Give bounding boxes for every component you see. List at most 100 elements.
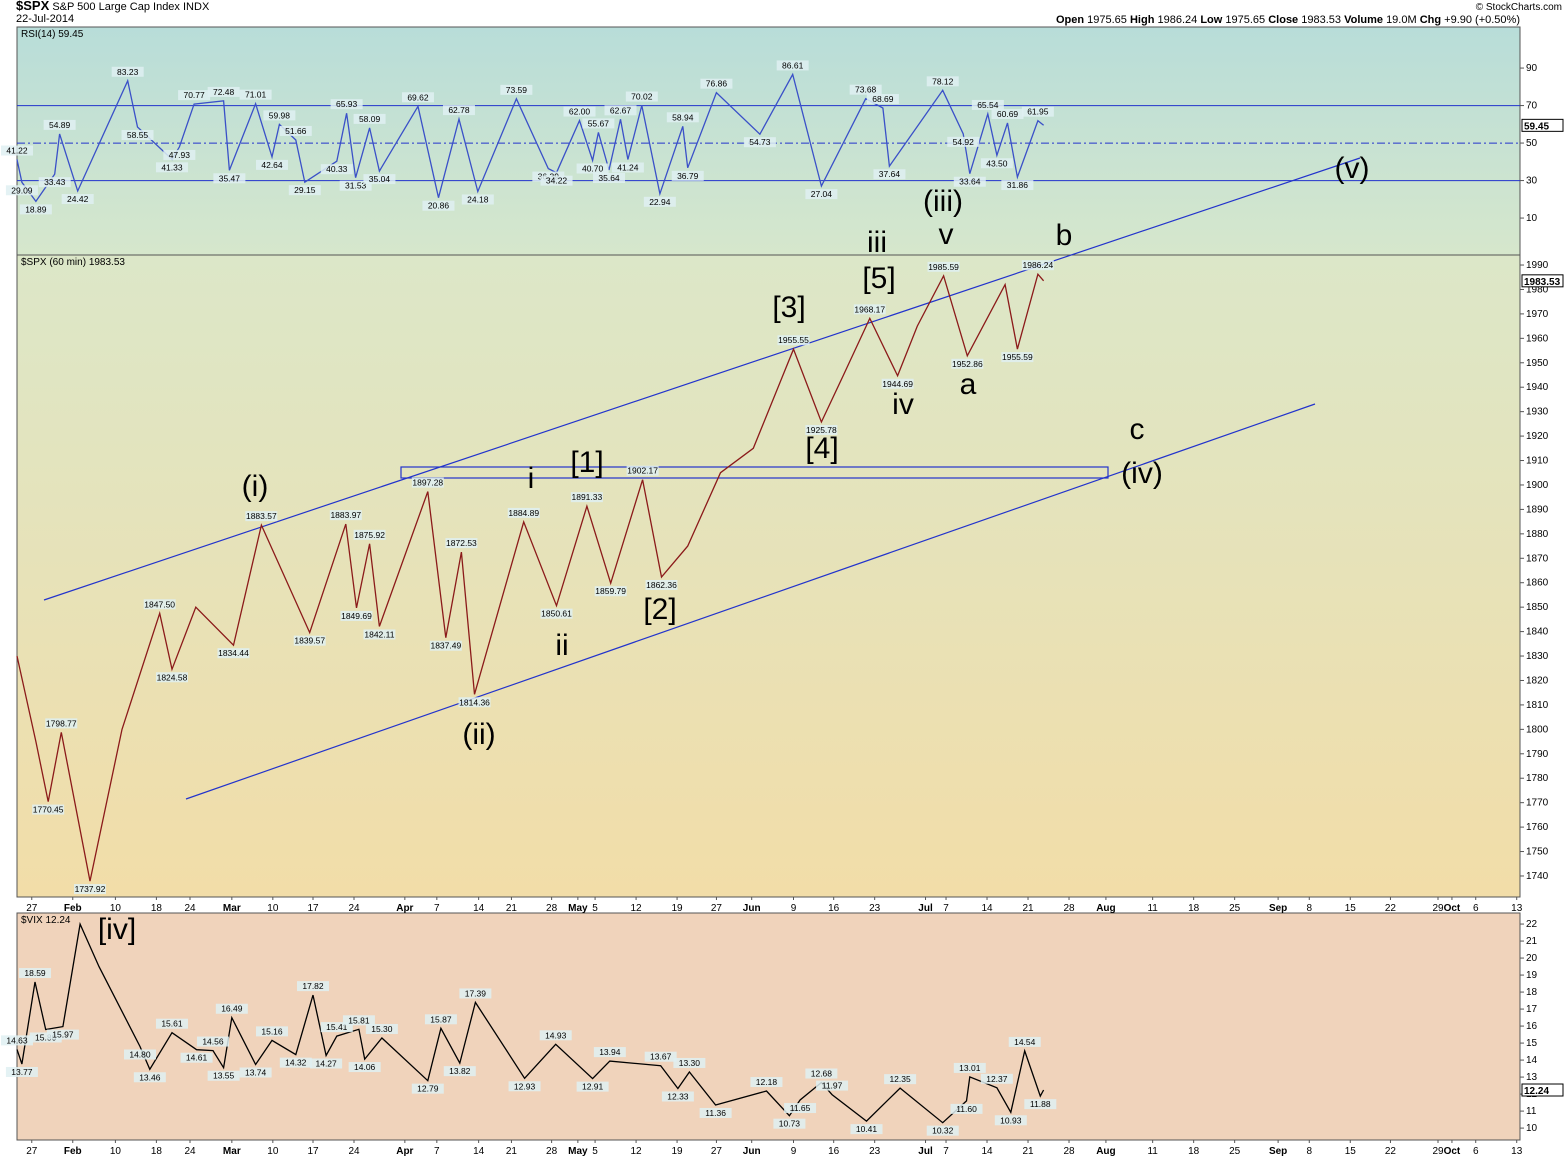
label-box: [1001, 352, 1034, 363]
value-label: 12.91: [582, 1082, 604, 1092]
label-box: [950, 1103, 983, 1114]
y-tick-label: 1890: [1526, 504, 1549, 515]
y-tick-label: 1920: [1526, 431, 1549, 442]
wave-label: iii: [867, 226, 887, 259]
y-tick-label: 10: [1526, 1123, 1538, 1134]
label-box: [980, 1073, 1013, 1084]
value-label: 60.69: [997, 109, 1019, 119]
value-label: 13.55: [213, 1071, 235, 1081]
x-tick-label: Mar: [223, 903, 241, 914]
y-tick-label: 16: [1526, 1021, 1538, 1032]
label-box: [805, 1068, 838, 1079]
label-box: [123, 1049, 156, 1060]
chg-label: Chg: [1420, 14, 1441, 26]
label-box: [73, 884, 106, 895]
label-box: [256, 1026, 289, 1037]
label-box: [143, 599, 176, 610]
label-box: [947, 136, 980, 147]
wave-label: iv: [892, 388, 914, 421]
marks: 10 30 50 70 90 41.22 29.09 18.89 33.43 54.89 24.42…: [1, 29, 1564, 1157]
x-tick-label: Sep: [1269, 1146, 1287, 1157]
x-tick-label: Feb: [64, 1146, 82, 1157]
label-box: [61, 194, 94, 205]
value-label: 1952.86: [952, 359, 983, 369]
open: 1975.65: [1087, 14, 1127, 26]
y-tick-label: 17: [1526, 1004, 1538, 1015]
value-label: 13.94: [599, 1047, 621, 1057]
value-label: 33.43: [44, 177, 66, 187]
value-label: 15.97: [52, 1030, 74, 1040]
value-label: 1985.59: [928, 262, 959, 272]
label-box: [422, 200, 455, 211]
value-label: 14.54: [1014, 1037, 1036, 1047]
label-box: [133, 1072, 166, 1083]
value-label: 10.93: [1000, 1115, 1022, 1125]
value-label: 1837.49: [430, 641, 461, 651]
x-tick-label: 8: [1306, 1146, 1312, 1157]
value-label: 41.22: [6, 146, 28, 156]
y-tick-label: 11: [1526, 1106, 1537, 1117]
value-label: 34.22: [546, 176, 568, 186]
label-box: [776, 60, 809, 71]
value-label: 37.64: [879, 169, 901, 179]
x-tick-label: Feb: [64, 903, 82, 914]
value-label: 62.00: [569, 107, 591, 117]
x-tick-label: 28: [546, 1146, 558, 1157]
label-box: [363, 629, 396, 640]
wave-label: [4]: [805, 432, 838, 465]
value-label: 12.33: [667, 1091, 689, 1101]
high: 1986.24: [1158, 14, 1198, 26]
value-label: 55.67: [588, 118, 610, 128]
index-name: S&P 500 Large Cap Index: [52, 1, 180, 13]
value-label: 1850.61: [541, 609, 572, 619]
label-box: [207, 86, 240, 97]
x-tick-label: 24: [184, 903, 196, 914]
value-label: 35.64: [598, 173, 620, 183]
y-tick-label: 1910: [1526, 456, 1549, 467]
label-box: [673, 1057, 706, 1068]
label-box: [43, 119, 76, 130]
label-box: [443, 1066, 476, 1077]
y-tick-label: 1940: [1526, 382, 1549, 393]
x-tick-label: 24: [348, 1146, 360, 1157]
value-label: 1968.17: [854, 304, 885, 314]
exchange: INDX: [183, 1, 210, 13]
y-tick-label: 1980: [1526, 284, 1549, 295]
panel-title: RSI(14) 59.45: [21, 29, 84, 40]
close: 1983.53: [1301, 14, 1341, 26]
x-tick-label: Oct: [1444, 1146, 1461, 1157]
wave-label: [3]: [772, 291, 805, 324]
label-box: [777, 335, 810, 346]
value-label: 71.01: [245, 90, 267, 100]
title: $SPX (60 min): [21, 257, 86, 268]
x-tick-label: 7: [434, 1146, 440, 1157]
label-box: [1, 145, 33, 156]
x-tick-label: 22: [1385, 903, 1397, 914]
y-tick-label: 50: [1526, 138, 1538, 149]
x-tick-label: 11: [1147, 903, 1158, 914]
label-box: [32, 804, 65, 815]
value-label: 58.94: [672, 112, 694, 122]
value-label: 24.42: [67, 194, 89, 204]
x-tick-label: 7: [943, 903, 949, 914]
label-box: [666, 112, 699, 123]
label-box: [45, 718, 78, 729]
value-label: 11.88: [1030, 1099, 1051, 1109]
label-box: [215, 1003, 248, 1014]
wave-label: ii: [555, 629, 568, 662]
value-label: 31.53: [345, 181, 367, 191]
label-box: [353, 113, 386, 124]
x-tick-label: Jul: [918, 903, 933, 914]
label-box: [155, 1018, 188, 1029]
value-label: 18.89: [25, 204, 47, 214]
price-panel: [16, 254, 1521, 898]
symbol: $SPX: [16, 0, 50, 13]
y-tick-label: 1810: [1526, 700, 1549, 711]
x-tick-label: Aug: [1096, 1146, 1115, 1157]
label-box: [593, 172, 626, 183]
value-label: 1847.50: [144, 599, 175, 609]
value-label: 1824.58: [157, 672, 188, 682]
value-label: 12.37: [986, 1074, 1008, 1084]
last-value-box: [1521, 1083, 1564, 1097]
